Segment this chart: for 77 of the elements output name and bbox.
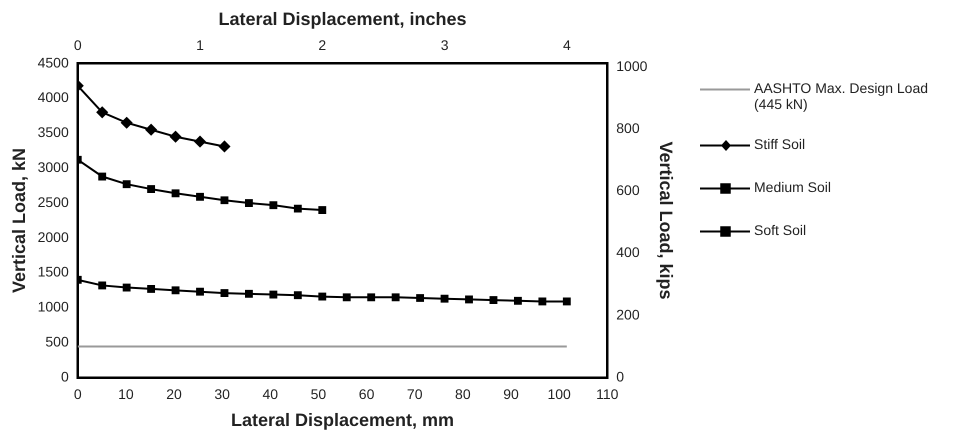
point	[416, 294, 424, 302]
point	[269, 201, 278, 210]
point	[120, 117, 132, 128]
x2-tick-label: 3	[440, 36, 449, 53]
point	[440, 294, 448, 303]
point	[170, 130, 182, 142]
x-tick-label: 90	[503, 386, 519, 402]
x2-axis-title: Lateral Displacement, inches	[218, 8, 467, 29]
y-tick-label: 2000	[38, 228, 69, 245]
point	[220, 289, 228, 298]
x-tick-label: 0	[74, 386, 82, 402]
x-axis-title: Lateral Displacement, mm	[230, 410, 454, 430]
point	[294, 204, 302, 213]
y-tick-label: 4000	[38, 89, 69, 106]
y-tick-label: 1500	[38, 264, 69, 280]
point	[538, 298, 546, 306]
y2-tick-label: 0	[616, 368, 624, 384]
point	[318, 292, 326, 301]
point	[145, 124, 157, 136]
legend-label: AASHTO Max. Design Load (445 kN)	[754, 80, 930, 112]
point	[294, 291, 302, 300]
point	[367, 293, 376, 302]
x-tick-label: 40	[262, 386, 278, 402]
x2-tick-label: 1	[196, 36, 204, 53]
x-tick-label: 80	[455, 386, 471, 402]
point	[244, 199, 253, 207]
legend-label: Soft Soil	[754, 222, 806, 238]
legend-label: Stiff Soil	[754, 136, 806, 152]
legend-label: Medium Soil	[754, 179, 832, 195]
x-tick-label: 30	[214, 386, 230, 402]
point	[96, 106, 108, 118]
x-tick-label: 60	[358, 386, 375, 402]
x-tick-label: 20	[166, 386, 182, 402]
point	[98, 282, 106, 290]
y-axis-title: Vertical Load, kN	[8, 148, 29, 294]
x-tick-label: 70	[406, 386, 423, 402]
point	[318, 206, 326, 214]
y2-tick-label: 400	[616, 244, 640, 260]
x2-tick-label: 0	[74, 36, 82, 53]
point	[562, 298, 571, 306]
point	[269, 290, 278, 298]
point	[342, 293, 351, 302]
point	[172, 189, 180, 198]
x2-tick-label: 2	[318, 36, 326, 53]
y-tick-label: 0	[60, 368, 69, 384]
point	[172, 286, 180, 294]
point	[490, 296, 498, 304]
x-tick-label: 100	[547, 386, 572, 402]
point	[196, 288, 204, 296]
point	[98, 172, 106, 180]
y2-tick-label: 200	[616, 306, 640, 322]
point	[218, 140, 230, 152]
point	[392, 293, 400, 302]
y-tick-label: 3000	[38, 158, 69, 175]
y-tick-label: 500	[45, 334, 69, 350]
point	[220, 196, 228, 204]
y2-axis-title: Vertical Load, kips	[656, 141, 676, 300]
x-tick-label: 10	[118, 386, 134, 402]
point	[196, 192, 204, 201]
point	[147, 284, 156, 293]
point	[514, 296, 522, 305]
point	[194, 136, 206, 148]
point	[122, 180, 131, 188]
y-tick-label: 2500	[38, 194, 69, 210]
y-tick-label: 1000	[38, 298, 69, 315]
y-tick-label: 3500	[38, 124, 69, 140]
x-tick-label: 50	[310, 386, 326, 402]
y2-tick-label: 600	[616, 182, 640, 198]
point	[465, 295, 473, 304]
point	[147, 185, 156, 194]
y2-tick-label: 1000	[616, 58, 648, 74]
x2-tick-label: 4	[563, 36, 571, 53]
point	[244, 290, 253, 298]
y2-tick-label: 800	[616, 120, 640, 136]
x-tick-label: 110	[596, 386, 619, 402]
y-tick-label: 4500	[38, 54, 69, 70]
point	[122, 284, 131, 292]
